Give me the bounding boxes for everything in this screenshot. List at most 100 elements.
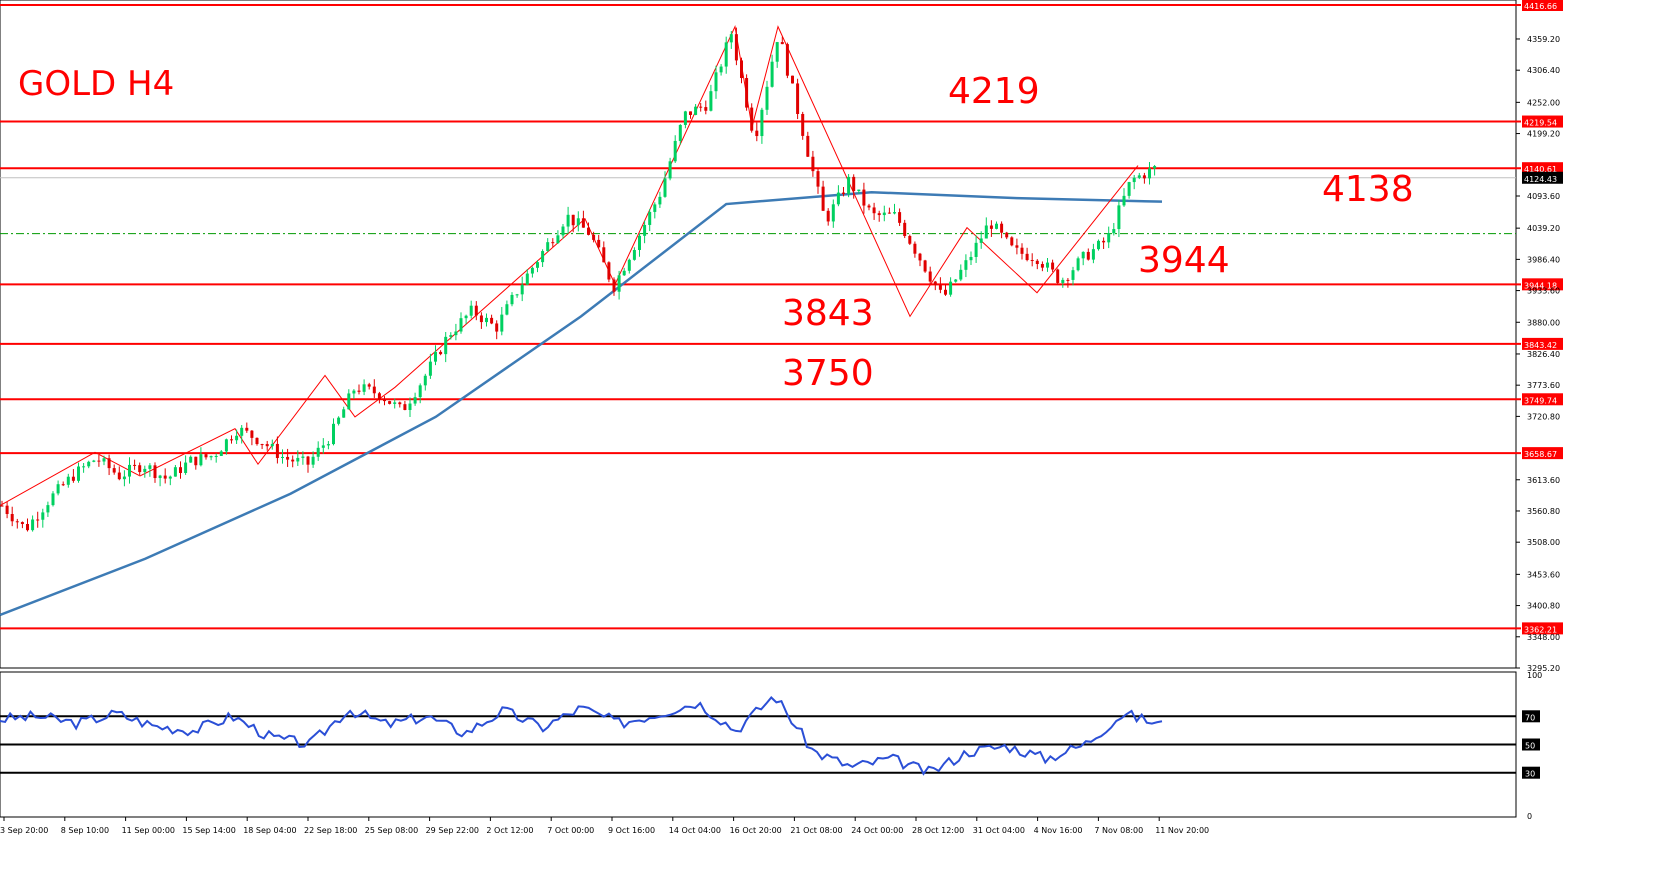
candle-body bbox=[347, 393, 351, 410]
candle-body bbox=[587, 227, 590, 235]
candle-body bbox=[592, 234, 596, 240]
candle-body bbox=[694, 106, 698, 115]
candle-body bbox=[1153, 166, 1157, 169]
candle-body bbox=[673, 140, 677, 162]
candle-body bbox=[515, 294, 519, 296]
x-tick-label: 2 Oct 12:00 bbox=[486, 826, 533, 835]
candle-body bbox=[168, 476, 172, 479]
candle-body bbox=[979, 238, 983, 243]
y-tick-label: 3826.40 bbox=[1527, 350, 1560, 359]
candle-body bbox=[112, 468, 116, 473]
rsi-axis-label: 30 bbox=[1525, 770, 1535, 779]
price-annotation: 3750 bbox=[782, 353, 874, 394]
candle-body bbox=[877, 213, 881, 216]
candle-body bbox=[785, 44, 789, 76]
candle-body bbox=[1148, 168, 1151, 179]
candle-body bbox=[388, 401, 392, 404]
candle-body bbox=[316, 447, 320, 457]
candle-body bbox=[530, 267, 534, 274]
x-tick-label: 4 Nov 16:00 bbox=[1034, 826, 1083, 835]
candle-body bbox=[944, 289, 947, 295]
candle-body bbox=[184, 462, 188, 473]
candle-body bbox=[1117, 205, 1121, 230]
level-label: 3362.21 bbox=[1524, 625, 1557, 634]
candle-body bbox=[658, 196, 662, 205]
candle-body bbox=[26, 524, 29, 531]
candle-body bbox=[648, 211, 652, 225]
candle-body bbox=[61, 484, 65, 486]
candle-body bbox=[918, 253, 922, 261]
candle-body bbox=[857, 189, 861, 192]
candle-body bbox=[357, 390, 361, 392]
zigzag-line bbox=[0, 25, 1139, 506]
candle-body bbox=[306, 456, 310, 465]
level-label: 3749.74 bbox=[1524, 396, 1557, 405]
x-tick-label: 16 Oct 20:00 bbox=[730, 826, 782, 835]
candle-body bbox=[923, 260, 927, 272]
y-tick-label: 4199.20 bbox=[1527, 130, 1560, 139]
candle-body bbox=[775, 42, 779, 62]
candle-body bbox=[92, 460, 96, 462]
candle-body bbox=[632, 249, 636, 260]
candle-body bbox=[724, 42, 728, 67]
candle-body bbox=[842, 192, 845, 194]
level-label-box bbox=[1522, 0, 1563, 11]
candle-body bbox=[541, 251, 545, 263]
candle-body bbox=[500, 314, 504, 332]
candle-body bbox=[189, 456, 193, 463]
candle-body bbox=[418, 385, 422, 398]
candle-body bbox=[1035, 260, 1039, 265]
candle-body bbox=[816, 171, 820, 187]
candle-body bbox=[796, 83, 800, 114]
candle-body bbox=[173, 467, 177, 477]
candle-body bbox=[755, 130, 759, 137]
candle-body bbox=[286, 456, 290, 460]
price-annotation: 4219 bbox=[948, 71, 1040, 112]
candle-body bbox=[734, 34, 738, 61]
candle-body bbox=[1132, 177, 1136, 183]
candle-body bbox=[709, 91, 713, 111]
candle-body bbox=[408, 403, 412, 410]
level-label-box bbox=[1522, 393, 1563, 406]
y-tick-label: 4306.40 bbox=[1527, 66, 1560, 75]
candle-body bbox=[760, 109, 764, 137]
candle-body bbox=[989, 225, 993, 229]
candle-body bbox=[383, 399, 386, 402]
candle-body bbox=[1010, 237, 1014, 246]
candle-body bbox=[520, 284, 524, 295]
candle-body bbox=[245, 427, 249, 431]
candle-body bbox=[474, 305, 478, 316]
candle-body bbox=[97, 460, 101, 462]
candle-body bbox=[1127, 182, 1131, 196]
candle-body bbox=[1071, 270, 1075, 280]
candle-body bbox=[887, 212, 891, 214]
candle-body bbox=[82, 466, 86, 468]
candle-body bbox=[898, 212, 902, 223]
candle-body bbox=[102, 458, 106, 462]
candle-body bbox=[882, 212, 886, 216]
candle-body bbox=[1025, 253, 1029, 261]
y-tick-label: 3508.00 bbox=[1527, 538, 1560, 547]
level-label-box bbox=[1522, 622, 1563, 635]
level-label-box bbox=[1522, 115, 1563, 128]
level-label-box bbox=[1522, 447, 1563, 460]
candle-body bbox=[1040, 264, 1044, 268]
candle-body bbox=[235, 435, 239, 441]
candle-body bbox=[984, 225, 988, 239]
candle-body bbox=[653, 204, 657, 212]
x-tick-label: 29 Sep 22:00 bbox=[426, 826, 479, 835]
candle-body bbox=[638, 235, 641, 250]
candle-body bbox=[903, 222, 907, 236]
candle-body bbox=[1122, 195, 1126, 206]
candle-body bbox=[138, 465, 142, 473]
price-annotation: 3944 bbox=[1138, 240, 1230, 281]
x-tick-label: 11 Nov 20:00 bbox=[1155, 826, 1209, 835]
candle-body bbox=[714, 72, 718, 92]
y-tick-label: 3560.80 bbox=[1527, 507, 1560, 516]
candle-body bbox=[413, 397, 417, 404]
candle-body bbox=[872, 207, 876, 214]
candle-body bbox=[117, 472, 121, 480]
price-annotation: 3843 bbox=[782, 293, 874, 334]
candle-body bbox=[485, 317, 488, 323]
candle-body bbox=[729, 34, 733, 43]
